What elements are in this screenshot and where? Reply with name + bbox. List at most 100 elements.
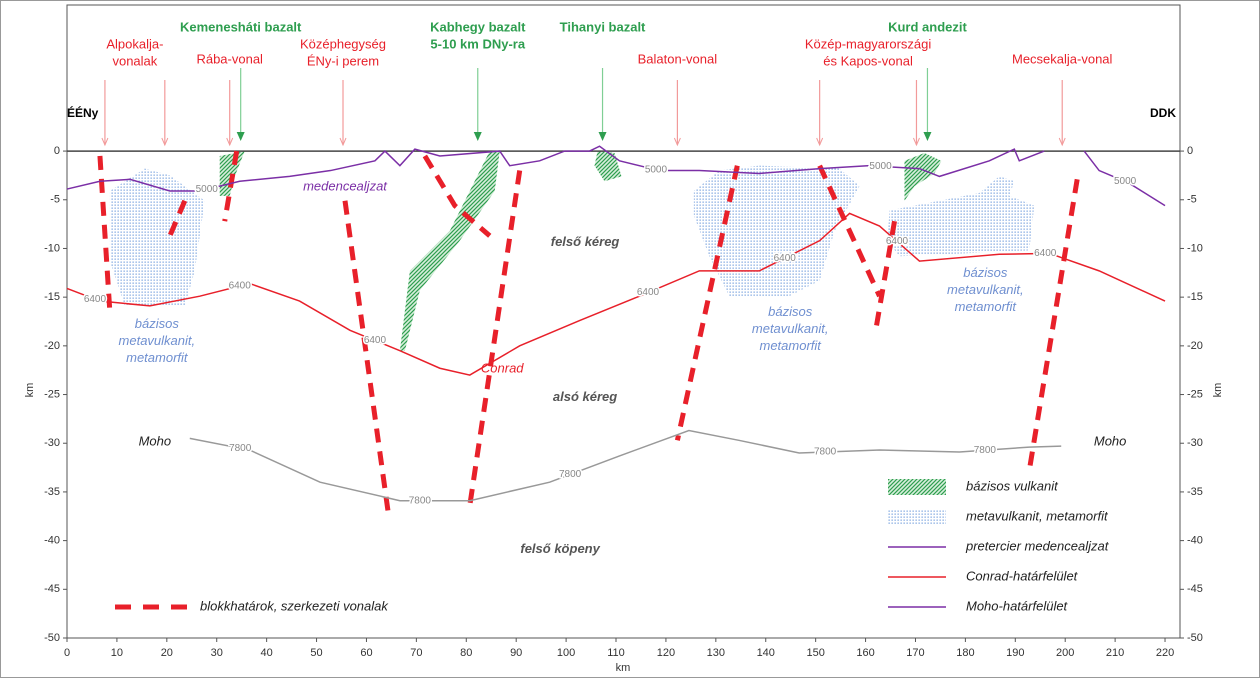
x-tick-label: 10 [111, 647, 123, 659]
region-polygon [693, 165, 860, 297]
section-label: metamorfit [759, 338, 822, 353]
section-label: Moho [139, 434, 172, 449]
fault-line [874, 220, 897, 326]
region-polygon [399, 151, 500, 351]
legend-label: bázisos vulkanit [966, 478, 1059, 493]
legend-label: blokkhatárok, szerkezeti vonalak [200, 598, 389, 613]
y-tick-label: -25 [44, 388, 60, 400]
y-tick-label-right: -5 [1187, 194, 1197, 206]
structure-label: Balaton-vonal [638, 51, 718, 66]
section-label: medencealjzat [303, 179, 388, 194]
left-end-label: ÉÉNy [67, 105, 99, 120]
y-tick-label: -15 [44, 291, 60, 303]
x-tick-label: 30 [211, 647, 223, 659]
velocity-label: 6400 [774, 253, 797, 264]
velocity-label: 7800 [559, 469, 582, 480]
region-polygon [904, 153, 942, 201]
fault-line [467, 170, 523, 506]
y-tick-label: -5 [50, 194, 60, 206]
velocity-label: 6400 [886, 236, 909, 247]
fault-line [222, 150, 240, 222]
boundary-line [189, 429, 1062, 502]
section-label: felső köpeny [520, 541, 600, 556]
structure-arrowhead [673, 137, 681, 147]
volcanic-arrowhead [236, 132, 245, 141]
velocity-label: 5000 [1114, 176, 1137, 187]
velocity-label: 6400 [364, 335, 387, 346]
x-tick-label: 60 [360, 647, 372, 659]
y-axis-label: km [24, 383, 36, 398]
volcanic-label: 5-10 km DNy-ra [430, 36, 525, 51]
legend-label: Conrad-határfelület [966, 568, 1079, 583]
y-tick-label: -50 [44, 632, 60, 644]
velocity-label: 6400 [1034, 248, 1057, 259]
structure-label: Mecsekalja-vonal [1012, 51, 1113, 66]
structure-label: Rába-vonal [196, 51, 263, 66]
x-tick-label: 140 [757, 647, 775, 659]
x-tick-label: 50 [310, 647, 322, 659]
structure-arrowhead [101, 137, 109, 147]
section-label: bázisos [768, 304, 813, 319]
x-tick-label: 130 [707, 647, 725, 659]
x-axis-label: km [616, 662, 631, 674]
x-tick-label: 80 [460, 647, 472, 659]
volcanic-arrowhead [598, 132, 607, 141]
structure-label: Középhegység [300, 36, 386, 51]
structure-label: Közép-magyarországi [805, 36, 932, 51]
section-label: metavulkanit, [752, 321, 829, 336]
legend-label: metavulkanit, metamorfit [966, 508, 1109, 523]
velocity-label: 6400 [84, 294, 107, 305]
fault-line [97, 155, 113, 313]
fault-line [342, 200, 391, 511]
velocity-label: 5000 [196, 184, 219, 195]
y-tick-label: -20 [44, 340, 60, 352]
velocity-label: 7800 [229, 443, 252, 454]
y-tick-label-right: -50 [1187, 632, 1203, 644]
volcanic-label: Kurd andezit [888, 19, 967, 34]
x-tick-label: 180 [956, 647, 974, 659]
structure-arrowhead [1058, 137, 1066, 147]
y-tick-label-right: -45 [1187, 583, 1203, 595]
boundary-line [66, 145, 1166, 207]
structure-arrowhead [816, 137, 824, 147]
velocity-label: 6400 [637, 287, 660, 298]
x-tick-label: 220 [1156, 647, 1174, 659]
volcanic-arrowhead [923, 132, 932, 141]
x-tick-label: 190 [1006, 647, 1024, 659]
section-label: Moho [1094, 434, 1127, 449]
x-tick-label: 40 [261, 647, 273, 659]
volcanic-label: Kemenesháti bazalt [180, 19, 302, 34]
y-axis-label-right: km [1212, 383, 1224, 398]
volcanic-arrowhead [473, 132, 482, 141]
legend-swatch [888, 479, 946, 495]
velocity-label: 7800 [409, 495, 432, 506]
structure-label: ÉNy-i perem [307, 53, 379, 68]
velocity-label: 7800 [814, 447, 837, 458]
structure-arrowhead [161, 137, 169, 147]
x-tick-label: 120 [657, 647, 675, 659]
right-end-label: DDK [1150, 106, 1176, 120]
legend-label: pretercier medencealjzat [965, 538, 1110, 553]
section-label: metavulkanit, [119, 333, 196, 348]
x-tick-label: 170 [906, 647, 924, 659]
velocity-label: 5000 [869, 161, 892, 172]
fault-line [674, 165, 740, 441]
y-tick-label-right: -20 [1187, 340, 1203, 352]
x-tick-label: 70 [410, 647, 422, 659]
velocity-label: 6400 [229, 281, 252, 292]
fault-line [817, 164, 882, 298]
section-label: felső kéreg [551, 234, 620, 249]
fault-line [422, 154, 492, 238]
x-tick-label: 110 [607, 647, 625, 659]
section-label: alsó kéreg [553, 389, 617, 404]
y-tick-label-right: -40 [1187, 535, 1203, 547]
region-polygon [219, 151, 245, 196]
region-polygon [594, 151, 622, 182]
section-label: bázisos [135, 316, 180, 331]
y-tick-label: -10 [44, 242, 60, 254]
y-tick-label: 0 [54, 145, 60, 157]
y-tick-label: -30 [44, 437, 60, 449]
volcanic-label: Kabhegy bazalt [430, 19, 526, 34]
y-tick-label-right: -15 [1187, 291, 1203, 303]
